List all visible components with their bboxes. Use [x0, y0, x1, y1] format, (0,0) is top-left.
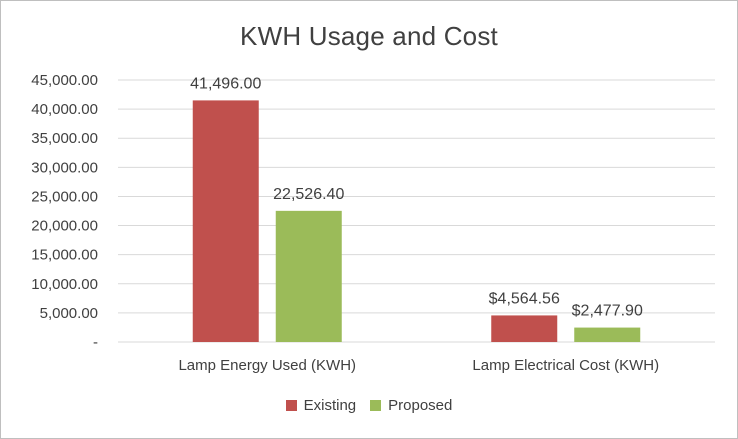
y-tick-label: 30,000.00 — [31, 159, 98, 176]
y-tick-label: 35,000.00 — [31, 130, 98, 147]
x-category-label: Lamp Energy Used (KWH) — [178, 357, 356, 374]
data-label: $4,564.56 — [489, 290, 560, 307]
y-tick-label: - — [93, 334, 98, 351]
bar-existing-1 — [491, 315, 558, 342]
data-label: 41,496.00 — [190, 75, 261, 92]
y-tick-label: 10,000.00 — [31, 276, 98, 293]
data-labels: 41,496.00 22,526.40 $4,564.56 $2,477.90 — [190, 75, 643, 319]
y-axis-ticks: - 5,000.00 10,000.00 15,000.00 20,000.00 25,0… — [31, 72, 98, 351]
legend-swatch-existing — [285, 400, 297, 411]
y-tick-label: 40,000.00 — [31, 101, 98, 118]
y-tick-label: 45,000.00 — [31, 72, 98, 89]
bar-proposed-0 — [275, 210, 342, 342]
legend-label-proposed: Proposed — [388, 397, 453, 414]
legend-item-existing: Existing — [285, 397, 357, 414]
legend: Existing Proposed — [1, 397, 737, 414]
bar-proposed-1 — [574, 327, 641, 342]
legend-label-existing: Existing — [303, 397, 357, 414]
x-category-label: Lamp Electrical Cost (KWH) — [472, 357, 659, 374]
legend-swatch-proposed — [370, 400, 382, 411]
data-label: $2,477.90 — [572, 303, 643, 320]
bars — [192, 100, 641, 343]
y-tick-label: 5,000.00 — [40, 305, 98, 322]
x-axis-categories: Lamp Energy Used (KWH) Lamp Electrical Co… — [178, 357, 659, 374]
bar-existing-0 — [192, 100, 259, 343]
legend-item-proposed: Proposed — [370, 397, 452, 414]
data-label: 22,526.40 — [273, 186, 344, 203]
y-tick-label: 15,000.00 — [31, 247, 98, 264]
chart-title: KWH Usage and Cost — [240, 21, 498, 51]
y-tick-label: 25,000.00 — [31, 188, 98, 205]
y-tick-label: 20,000.00 — [31, 218, 98, 235]
